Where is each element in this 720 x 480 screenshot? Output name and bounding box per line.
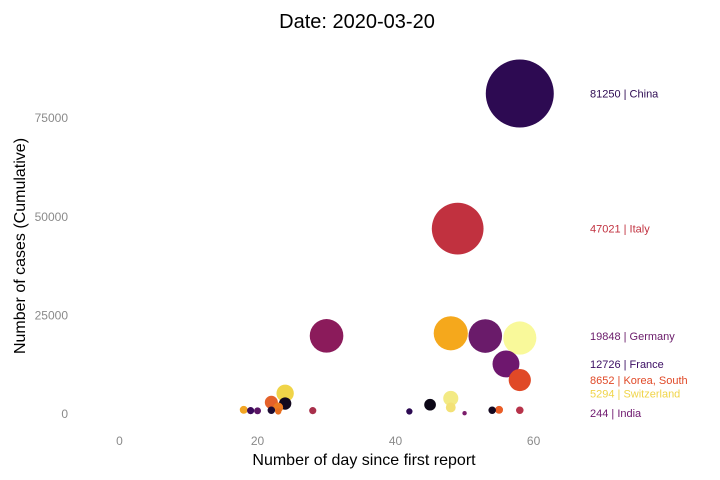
x-tick-label: 40 xyxy=(389,434,403,448)
data-point xyxy=(276,384,294,402)
x-axis-ticks: 0 20 40 60 xyxy=(116,434,540,448)
point-annotation: 47021 | Italy xyxy=(590,224,650,236)
data-point xyxy=(503,321,537,355)
data-point xyxy=(309,319,344,353)
y-tick-label: 25000 xyxy=(35,309,69,323)
y-tick-label: 75000 xyxy=(35,111,69,125)
point-annotation: 12726 | France xyxy=(590,359,664,371)
y-tick-label: 0 xyxy=(61,407,68,421)
point-annotation: 244 | India xyxy=(590,408,642,420)
data-point xyxy=(406,408,413,415)
point-annotation: 5294 | Switzerland xyxy=(590,388,680,400)
chart-title: Date: 2020-03-20 xyxy=(279,11,435,33)
data-point xyxy=(495,405,504,414)
data-point xyxy=(275,408,282,415)
data-point xyxy=(462,411,467,416)
x-axis-title: Number of day since first report xyxy=(252,452,476,469)
data-point xyxy=(247,407,255,415)
data-point xyxy=(445,402,456,413)
y-axis-title: Number of cases (Cumulative) xyxy=(12,138,29,354)
data-point xyxy=(485,59,554,128)
y-axis-ticks: 0 25000 50000 75000 xyxy=(35,111,69,421)
data-point xyxy=(468,319,503,353)
data-point xyxy=(424,398,436,411)
data-points xyxy=(239,59,554,416)
x-tick-label: 0 xyxy=(116,434,123,448)
data-point xyxy=(309,407,317,415)
point-annotations: 81250 | China 47021 | Italy 19848 | German… xyxy=(590,88,688,420)
data-point xyxy=(254,407,262,415)
data-point xyxy=(239,405,248,414)
point-annotation: 81250 | China xyxy=(590,88,659,100)
data-point xyxy=(433,316,468,351)
x-tick-label: 20 xyxy=(251,434,265,448)
x-tick-label: 60 xyxy=(527,434,541,448)
data-point xyxy=(443,390,459,406)
data-point xyxy=(267,406,276,415)
point-annotation: 19848 | Germany xyxy=(590,331,675,343)
y-tick-label: 50000 xyxy=(35,210,69,224)
data-point xyxy=(508,368,531,392)
data-point xyxy=(516,406,524,415)
point-annotation: 8652 | Korea, South xyxy=(590,375,688,387)
data-point xyxy=(488,406,496,415)
data-point xyxy=(431,202,484,255)
data-point xyxy=(492,350,520,378)
